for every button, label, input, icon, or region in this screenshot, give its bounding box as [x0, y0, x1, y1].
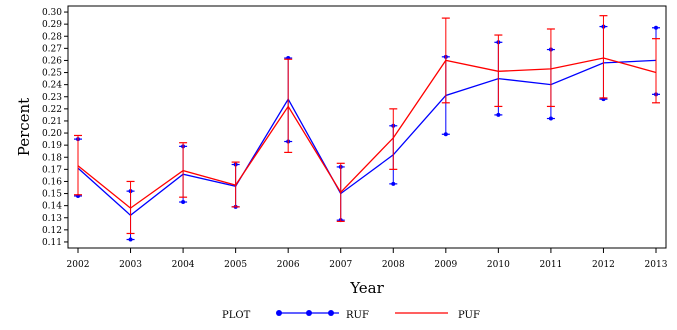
- y-tick-label: 0.16: [42, 177, 62, 187]
- y-tick-label: 0.23: [42, 93, 62, 103]
- y-axis-title: Percent: [15, 98, 33, 156]
- x-tick-label: 2009: [434, 260, 457, 270]
- y-tick-label: 0.19: [42, 141, 62, 151]
- series-line-puf: [77, 57, 657, 209]
- series-puf: [74, 15, 660, 235]
- series-ruf: [74, 24, 660, 242]
- plot-frame: [67, 5, 667, 249]
- legend-label-puf: PUF: [458, 310, 480, 321]
- legend-marker-ruf: [328, 310, 334, 316]
- y-tick-label: 0.15: [42, 190, 62, 200]
- x-tick-label: 2011: [539, 260, 562, 270]
- error-end-dot-ruf: [443, 132, 448, 137]
- x-tick-label: 2010: [487, 260, 510, 270]
- x-tick-label: 2005: [224, 260, 247, 270]
- y-tick-label: 0.24: [42, 81, 62, 91]
- legend-marker-ruf: [306, 310, 312, 316]
- legend-label-ruf: RUF: [346, 310, 369, 321]
- y-tick-label: 0.25: [42, 69, 62, 79]
- y-tick-label: 0.11: [42, 238, 62, 248]
- y-tick-label: 0.30: [42, 8, 62, 18]
- series-line-ruf: [77, 59, 657, 217]
- y-tick-label: 0.13: [42, 214, 62, 224]
- y-tick-label: 0.22: [42, 105, 62, 115]
- error-end-dot-ruf: [496, 112, 501, 117]
- x-axis-title: Year: [349, 279, 384, 297]
- error-end-dot-ruf: [654, 25, 658, 30]
- x-tick-label: 2008: [382, 260, 405, 270]
- y-tick-label: 0.29: [42, 20, 62, 30]
- legend-marker-ruf: [276, 310, 282, 316]
- y-tick-label: 0.28: [42, 32, 62, 42]
- y-tick-label: 0.18: [42, 153, 62, 163]
- x-tick-label: 2013: [645, 260, 668, 270]
- y-tick-label: 0.21: [42, 117, 62, 127]
- error-end-dot-ruf: [391, 181, 396, 186]
- x-tick-label: 2003: [119, 260, 142, 270]
- x-tick-label: 2004: [172, 260, 195, 270]
- y-tick-label: 0.17: [42, 165, 62, 175]
- y-tick-label: 0.26: [42, 56, 62, 66]
- x-tick-label: 2006: [277, 260, 300, 270]
- x-tick-label: 2012: [592, 260, 615, 270]
- x-tick-label: 2002: [67, 260, 90, 270]
- error-end-dot-ruf: [548, 116, 553, 121]
- x-tick-label: 2007: [329, 260, 352, 270]
- legend: PLOT RUF PUF: [222, 310, 480, 321]
- y-tick-label: 0.12: [42, 226, 62, 236]
- y-tick-label: 0.27: [42, 44, 62, 54]
- error-end-dot-ruf: [128, 237, 133, 242]
- legend-title: PLOT: [222, 310, 251, 321]
- error-end-dot-ruf: [181, 200, 186, 205]
- y-tick-label: 0.14: [42, 202, 62, 212]
- y-tick-label: 0.20: [42, 129, 62, 139]
